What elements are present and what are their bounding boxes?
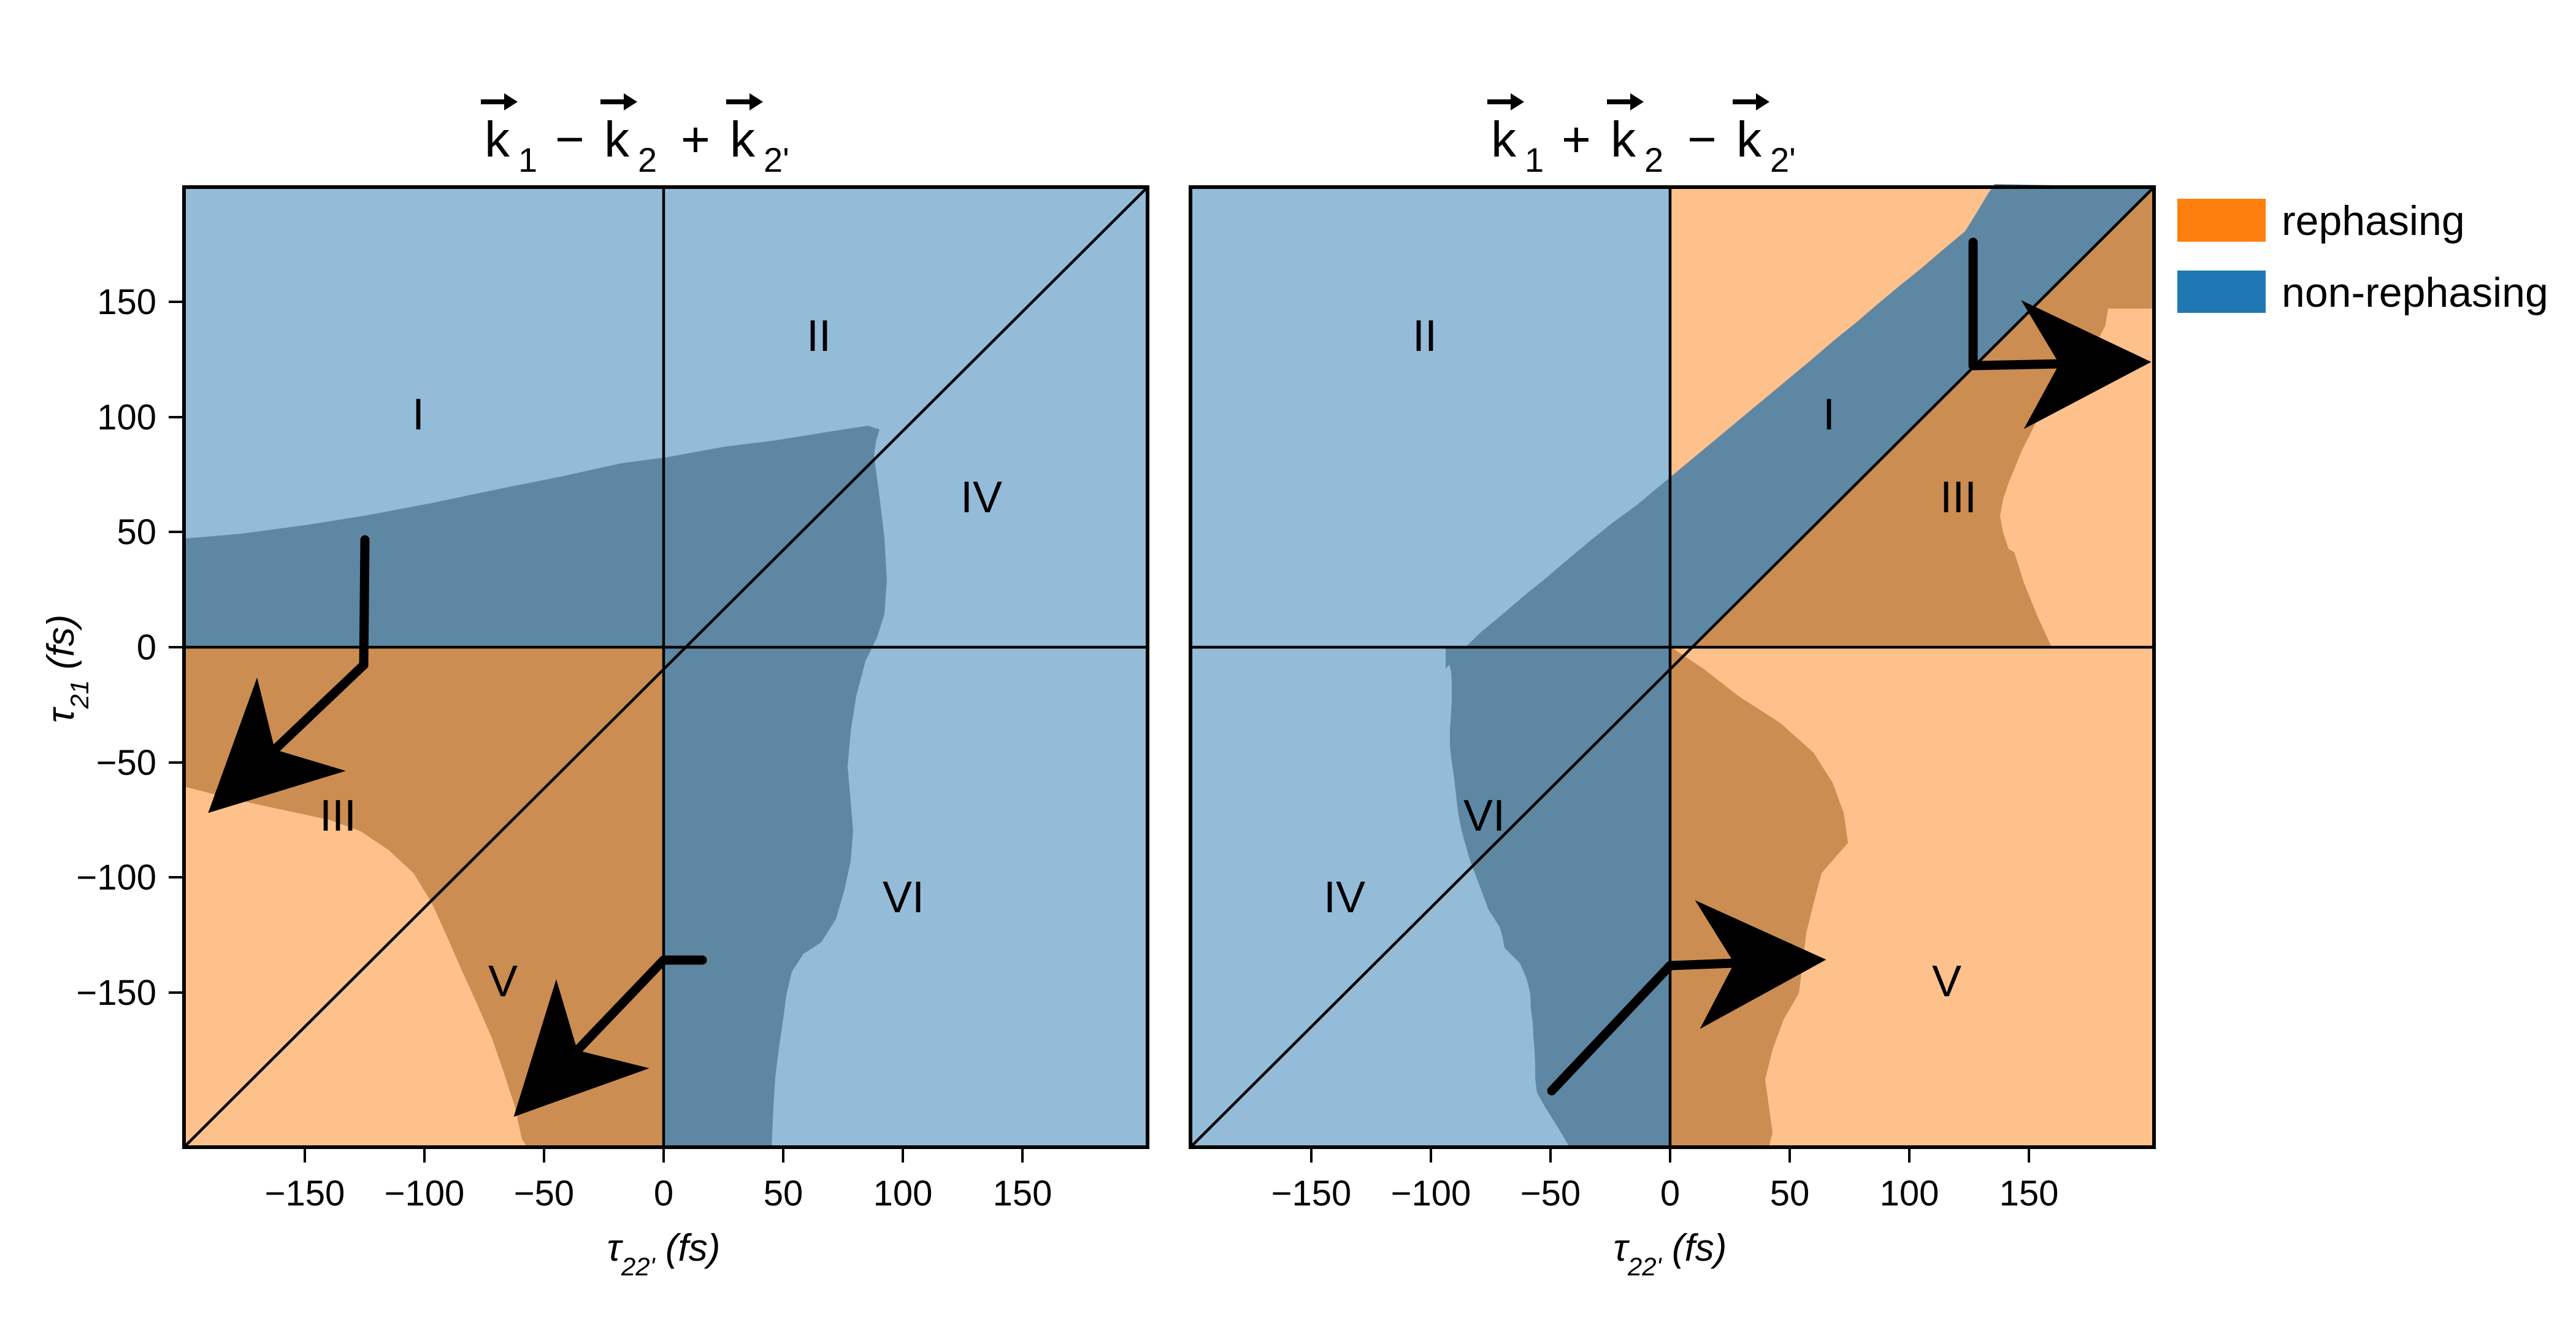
svg-text:k: k (730, 112, 756, 167)
svg-text:rephasing: rephasing (2282, 198, 2465, 244)
svg-text:III: III (320, 791, 356, 840)
svg-text:0: 0 (137, 628, 156, 667)
svg-text:2': 2' (1770, 140, 1796, 179)
svg-text:150: 150 (993, 1174, 1052, 1213)
svg-text:+: + (681, 112, 710, 167)
svg-text:50: 50 (764, 1174, 803, 1213)
svg-text:50: 50 (1770, 1174, 1810, 1213)
svg-text:k: k (1736, 112, 1762, 167)
svg-text:−50: −50 (514, 1174, 574, 1213)
svg-text:V: V (1932, 957, 1961, 1006)
svg-text:150: 150 (97, 282, 156, 322)
svg-text:150: 150 (1999, 1174, 2059, 1213)
svg-text:−150: −150 (265, 1174, 345, 1213)
svg-text:2: 2 (638, 140, 657, 179)
svg-text:−150: −150 (76, 973, 156, 1013)
svg-text:τ22' (fs): τ22' (fs) (607, 1227, 721, 1281)
svg-text:τ22' (fs): τ22' (fs) (1614, 1227, 1727, 1281)
svg-text:0: 0 (1660, 1174, 1680, 1213)
svg-text:IV: IV (1324, 873, 1365, 922)
svg-text:II: II (1413, 312, 1437, 361)
svg-text:2': 2' (764, 140, 789, 179)
svg-text:k: k (1611, 112, 1636, 167)
svg-text:−100: −100 (1391, 1174, 1471, 1213)
svg-text:+: + (1562, 112, 1591, 167)
svg-text:τ21 (fs): τ21 (fs) (40, 615, 94, 723)
svg-text:2: 2 (1644, 140, 1663, 179)
svg-text:V: V (488, 957, 518, 1006)
svg-text:1: 1 (518, 140, 537, 179)
svg-text:−50: −50 (1520, 1174, 1581, 1213)
svg-text:non-rephasing: non-rephasing (2282, 269, 2548, 316)
svg-text:−: − (1687, 112, 1717, 167)
svg-text:100: 100 (97, 398, 156, 437)
svg-text:1: 1 (1525, 140, 1544, 179)
svg-text:VI: VI (883, 873, 924, 922)
svg-text:−150: −150 (1271, 1174, 1352, 1213)
svg-text:0: 0 (654, 1174, 673, 1213)
svg-text:100: 100 (873, 1174, 933, 1213)
svg-text:−50: −50 (96, 743, 156, 783)
svg-text:−: − (555, 112, 585, 167)
svg-text:I: I (412, 390, 424, 439)
svg-text:IV: IV (960, 473, 1002, 522)
svg-text:II: II (807, 312, 831, 361)
svg-text:50: 50 (117, 512, 156, 552)
svg-text:−100: −100 (76, 858, 156, 898)
svg-text:I: I (1823, 390, 1835, 439)
svg-text:k: k (485, 112, 510, 167)
svg-text:VI: VI (1463, 791, 1505, 840)
svg-text:III: III (1940, 473, 1977, 522)
svg-text:k: k (604, 112, 630, 167)
svg-text:k: k (1491, 112, 1517, 167)
svg-text:100: 100 (1880, 1174, 1939, 1213)
svg-text:−100: −100 (385, 1174, 465, 1213)
